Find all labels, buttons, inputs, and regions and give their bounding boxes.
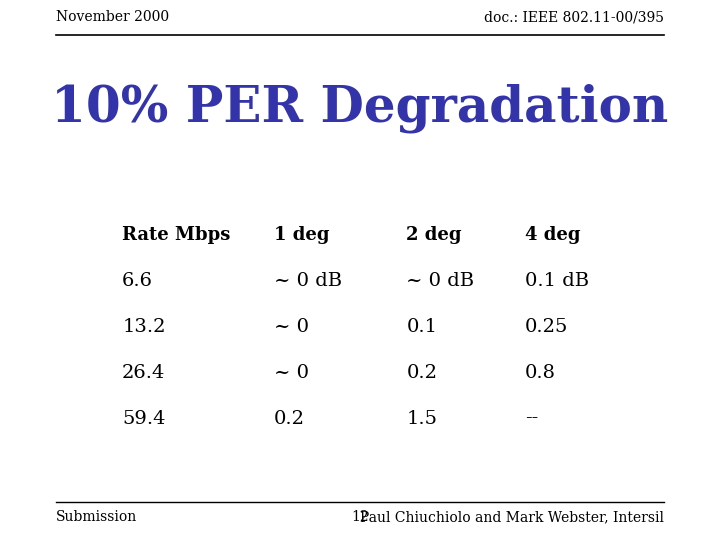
Text: Paul Chiuchiolo and Mark Webster, Intersil: Paul Chiuchiolo and Mark Webster, Inters… <box>360 510 664 524</box>
Text: 4 deg: 4 deg <box>525 226 581 244</box>
Text: 59.4: 59.4 <box>122 409 166 428</box>
Text: 0.1 dB: 0.1 dB <box>525 272 589 290</box>
Text: 0.2: 0.2 <box>406 363 437 382</box>
Text: 0.2: 0.2 <box>274 409 305 428</box>
Text: ~ 0 dB: ~ 0 dB <box>406 272 474 290</box>
Text: 1 deg: 1 deg <box>274 226 330 244</box>
Text: ~ 0: ~ 0 <box>274 318 309 336</box>
Text: 1.5: 1.5 <box>406 409 437 428</box>
Text: doc.: IEEE 802.11-00/395: doc.: IEEE 802.11-00/395 <box>484 10 664 24</box>
Text: 6.6: 6.6 <box>122 272 153 290</box>
Text: 12: 12 <box>351 510 369 524</box>
Text: 13.2: 13.2 <box>122 318 166 336</box>
Text: 2 deg: 2 deg <box>406 226 462 244</box>
Text: Rate Mbps: Rate Mbps <box>122 226 230 244</box>
Text: November 2000: November 2000 <box>56 10 169 24</box>
Text: 26.4: 26.4 <box>122 363 166 382</box>
Text: 0.25: 0.25 <box>525 318 569 336</box>
Text: 0.1: 0.1 <box>406 318 437 336</box>
Text: 0.8: 0.8 <box>525 363 556 382</box>
Text: Submission: Submission <box>56 510 138 524</box>
Text: 10% PER Degradation: 10% PER Degradation <box>51 83 669 133</box>
Text: --: -- <box>525 409 539 428</box>
Text: ~ 0: ~ 0 <box>274 363 309 382</box>
Text: ~ 0 dB: ~ 0 dB <box>274 272 342 290</box>
